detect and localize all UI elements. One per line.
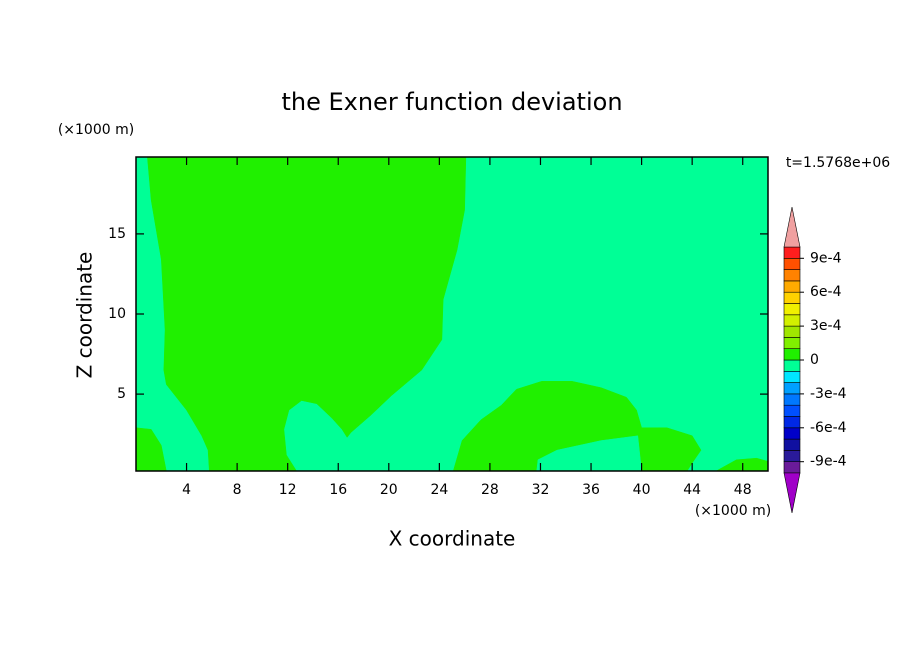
x-tick-label: 40 (633, 482, 651, 498)
y-axis-label: Z coordinate (73, 252, 97, 379)
y-tick-label: 5 (117, 386, 126, 402)
colorbar-box (783, 427, 801, 440)
colorbar-box (783, 450, 801, 462)
colorbar-box (783, 404, 801, 417)
colorbar-tick-label: -9e-4 (810, 454, 847, 470)
colorbar-box (783, 393, 801, 406)
colorbar-tick-label: 6e-4 (810, 284, 842, 300)
colorbar-box (783, 257, 801, 270)
colorbar-box (783, 325, 801, 338)
y-tick-label: 10 (108, 306, 126, 322)
colorbar-box (783, 314, 801, 327)
contour-region (715, 457, 768, 471)
x-tick-label: 48 (734, 482, 752, 498)
colorbar-box (783, 348, 801, 361)
colorbar-tick-label: 9e-4 (810, 250, 842, 266)
colorbar-box (783, 246, 801, 259)
chart-title: the Exner function deviation (281, 88, 622, 116)
colorbar-box (783, 359, 801, 372)
x-tick-label: 28 (481, 482, 499, 498)
y-tick-label: 15 (108, 226, 126, 242)
colorbar-tick-label: -3e-4 (810, 386, 847, 402)
colorbar-box (783, 461, 801, 474)
colorbar-box (783, 291, 801, 304)
contour-region (536, 435, 642, 471)
x-tick-label: 32 (532, 482, 550, 498)
colorbar-box (783, 269, 801, 282)
x-tick-label: 24 (430, 482, 448, 498)
colorbar-tick-label: 0 (810, 352, 819, 368)
plot-area (136, 157, 768, 471)
colorbar-box (783, 416, 801, 429)
x-tick-label: 36 (582, 482, 600, 498)
x-axis-label: X coordinate (389, 527, 516, 551)
x-tick-label: 20 (380, 482, 398, 498)
x-tick-label: 12 (279, 482, 297, 498)
colorbar-tick-label: 3e-4 (810, 318, 842, 334)
contour-region (136, 427, 167, 471)
x-tick-label: 4 (182, 482, 191, 498)
time-label: t=1.5768e+06 (786, 155, 890, 171)
colorbar-over (783, 206, 801, 248)
colorbar-box (783, 438, 801, 451)
contour-region (147, 157, 467, 471)
x-tick-label: 44 (683, 482, 701, 498)
x-unit-label: (×1000 m) (695, 503, 771, 519)
y-unit-label: (×1000 m) (58, 122, 134, 138)
colorbar-box (783, 337, 801, 349)
colorbar-under (783, 472, 801, 514)
x-tick-label: 16 (329, 482, 347, 498)
colorbar-box (783, 280, 801, 293)
colorbar-tick-label: -6e-4 (810, 420, 847, 436)
x-tick-label: 8 (233, 482, 242, 498)
colorbar-box (783, 382, 801, 395)
colorbar-box (783, 303, 801, 316)
colorbar-box (783, 370, 801, 383)
